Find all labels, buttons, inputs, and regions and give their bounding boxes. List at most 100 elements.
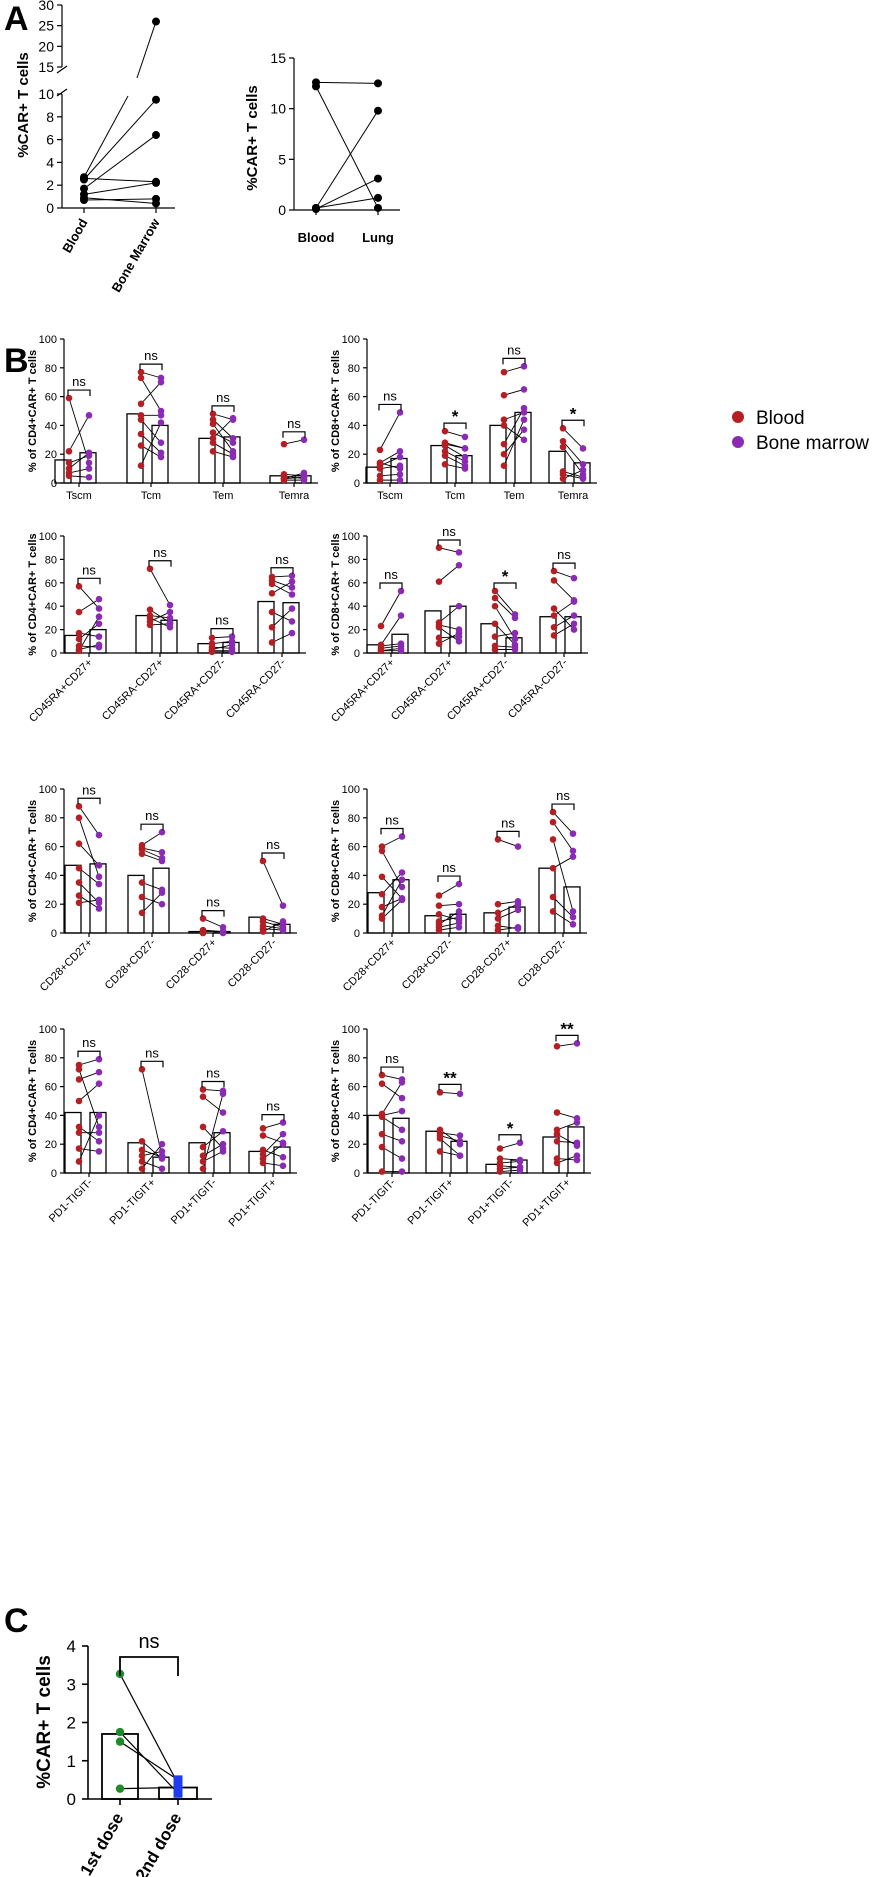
pair-line	[262, 921, 284, 928]
point-bone-marrow	[228, 633, 236, 640]
significance-bracket	[443, 422, 467, 430]
point-bone-marrow	[95, 896, 103, 904]
point-blood	[491, 594, 499, 602]
pair-line	[503, 388, 525, 396]
point-bone-marrow	[396, 409, 404, 416]
point-lung	[374, 193, 382, 202]
point-blood	[209, 420, 217, 428]
x-category-label: Tem	[213, 490, 234, 502]
y-tick-label: 2	[67, 1714, 76, 1733]
point-bone-marrow	[511, 646, 519, 653]
x-category-label: PD1+TIGIT-	[169, 1176, 219, 1226]
point-bone-marrow	[95, 1080, 103, 1088]
point-blood	[494, 836, 502, 843]
pair-line	[78, 632, 100, 638]
point-blood	[208, 648, 216, 656]
point-bone-marrow	[520, 436, 528, 444]
significance-label: ns	[206, 1065, 220, 1080]
y-axis-title: %CAR+ T cells	[34, 1655, 55, 1789]
point-blood	[376, 476, 384, 484]
x-category-label: CD28+CD27-	[400, 936, 456, 992]
pair-line	[68, 452, 90, 469]
point-blood	[146, 565, 154, 573]
y-tick-label: 60	[348, 1082, 360, 1094]
pair-line	[119, 1741, 179, 1781]
y-tick-label: 100	[39, 1024, 57, 1036]
y-tick-label: 1	[67, 1752, 76, 1771]
y-tick-label: 4	[46, 154, 54, 170]
point-bone-marrow	[158, 849, 166, 856]
point-bone-marrow	[461, 445, 469, 452]
y-tick-label: 40	[348, 870, 360, 882]
point-bone-marrow	[455, 908, 463, 915]
point-bone-marrow	[95, 873, 103, 881]
pair-line	[202, 1126, 224, 1149]
significance-label: ns	[442, 524, 456, 539]
point-blood	[436, 1148, 444, 1155]
significance-bracket	[502, 357, 526, 365]
point-bone-marrow	[158, 1153, 166, 1161]
y-tick-label: 80	[348, 554, 360, 566]
point-blood	[199, 915, 207, 922]
x-category-label: Tcm	[445, 490, 465, 502]
point-bone-marrow	[300, 436, 308, 444]
point-blood	[75, 864, 83, 872]
pair-line	[499, 1169, 521, 1173]
pair-line	[212, 417, 234, 439]
pair-line	[78, 598, 100, 613]
significance-bracket	[561, 419, 585, 427]
bar-blood	[548, 450, 566, 484]
point-blood	[209, 410, 217, 418]
significance-bracket	[493, 582, 517, 589]
pair-line	[381, 876, 403, 899]
point-blood	[138, 1158, 146, 1165]
significance-label: *	[507, 1119, 514, 1138]
point-bone-marrow	[157, 419, 165, 426]
point-blood	[500, 391, 508, 399]
pair-line	[438, 547, 460, 553]
significance-label: ns	[153, 545, 167, 560]
pair-line	[212, 432, 234, 444]
pair-line	[499, 1161, 521, 1164]
pair-line	[149, 609, 171, 623]
legend-marrow-marker	[732, 436, 744, 448]
pair-line	[315, 197, 379, 209]
point-bone-marrow	[514, 843, 522, 850]
pair-line	[271, 575, 293, 578]
point-lung	[374, 203, 382, 212]
y-tick-label: 40	[348, 601, 360, 613]
point-bone-marrow	[95, 831, 103, 839]
pair-line	[78, 644, 100, 650]
pair-line	[78, 899, 100, 904]
significance-bracket	[140, 1060, 164, 1068]
pair-line	[283, 472, 305, 480]
point-blood	[138, 1066, 146, 1073]
pair-line	[262, 928, 284, 931]
axis-break-mark	[56, 65, 68, 74]
y-tick-label: 30	[38, 0, 54, 13]
y-tick-label: 100	[342, 531, 360, 543]
point-blood	[75, 840, 83, 848]
bar-bone-marrow	[567, 1126, 585, 1174]
point-bone-marrow	[219, 1127, 227, 1135]
point-bone-marrow	[455, 561, 463, 569]
pair-line	[78, 1148, 100, 1152]
pair-line	[202, 1093, 224, 1169]
pair-line	[439, 1091, 461, 1095]
x-category-label: PD1-TIGIT-	[47, 1176, 95, 1224]
point-bone-marrow	[157, 453, 165, 461]
legend-blood-label: Blood	[756, 408, 805, 429]
y-tick-label: 0	[354, 648, 360, 660]
pair-line	[438, 903, 460, 907]
pair-line	[556, 1155, 578, 1164]
point-bone-marrow	[288, 618, 296, 625]
pair-line	[381, 836, 403, 848]
pair-line	[212, 419, 234, 439]
pair-line	[141, 882, 163, 891]
pair-line	[438, 624, 460, 631]
y-tick-label: 0	[51, 1168, 57, 1180]
point-blood	[138, 879, 146, 886]
point-blood	[138, 850, 146, 858]
point-bone-marrow	[158, 1140, 166, 1148]
